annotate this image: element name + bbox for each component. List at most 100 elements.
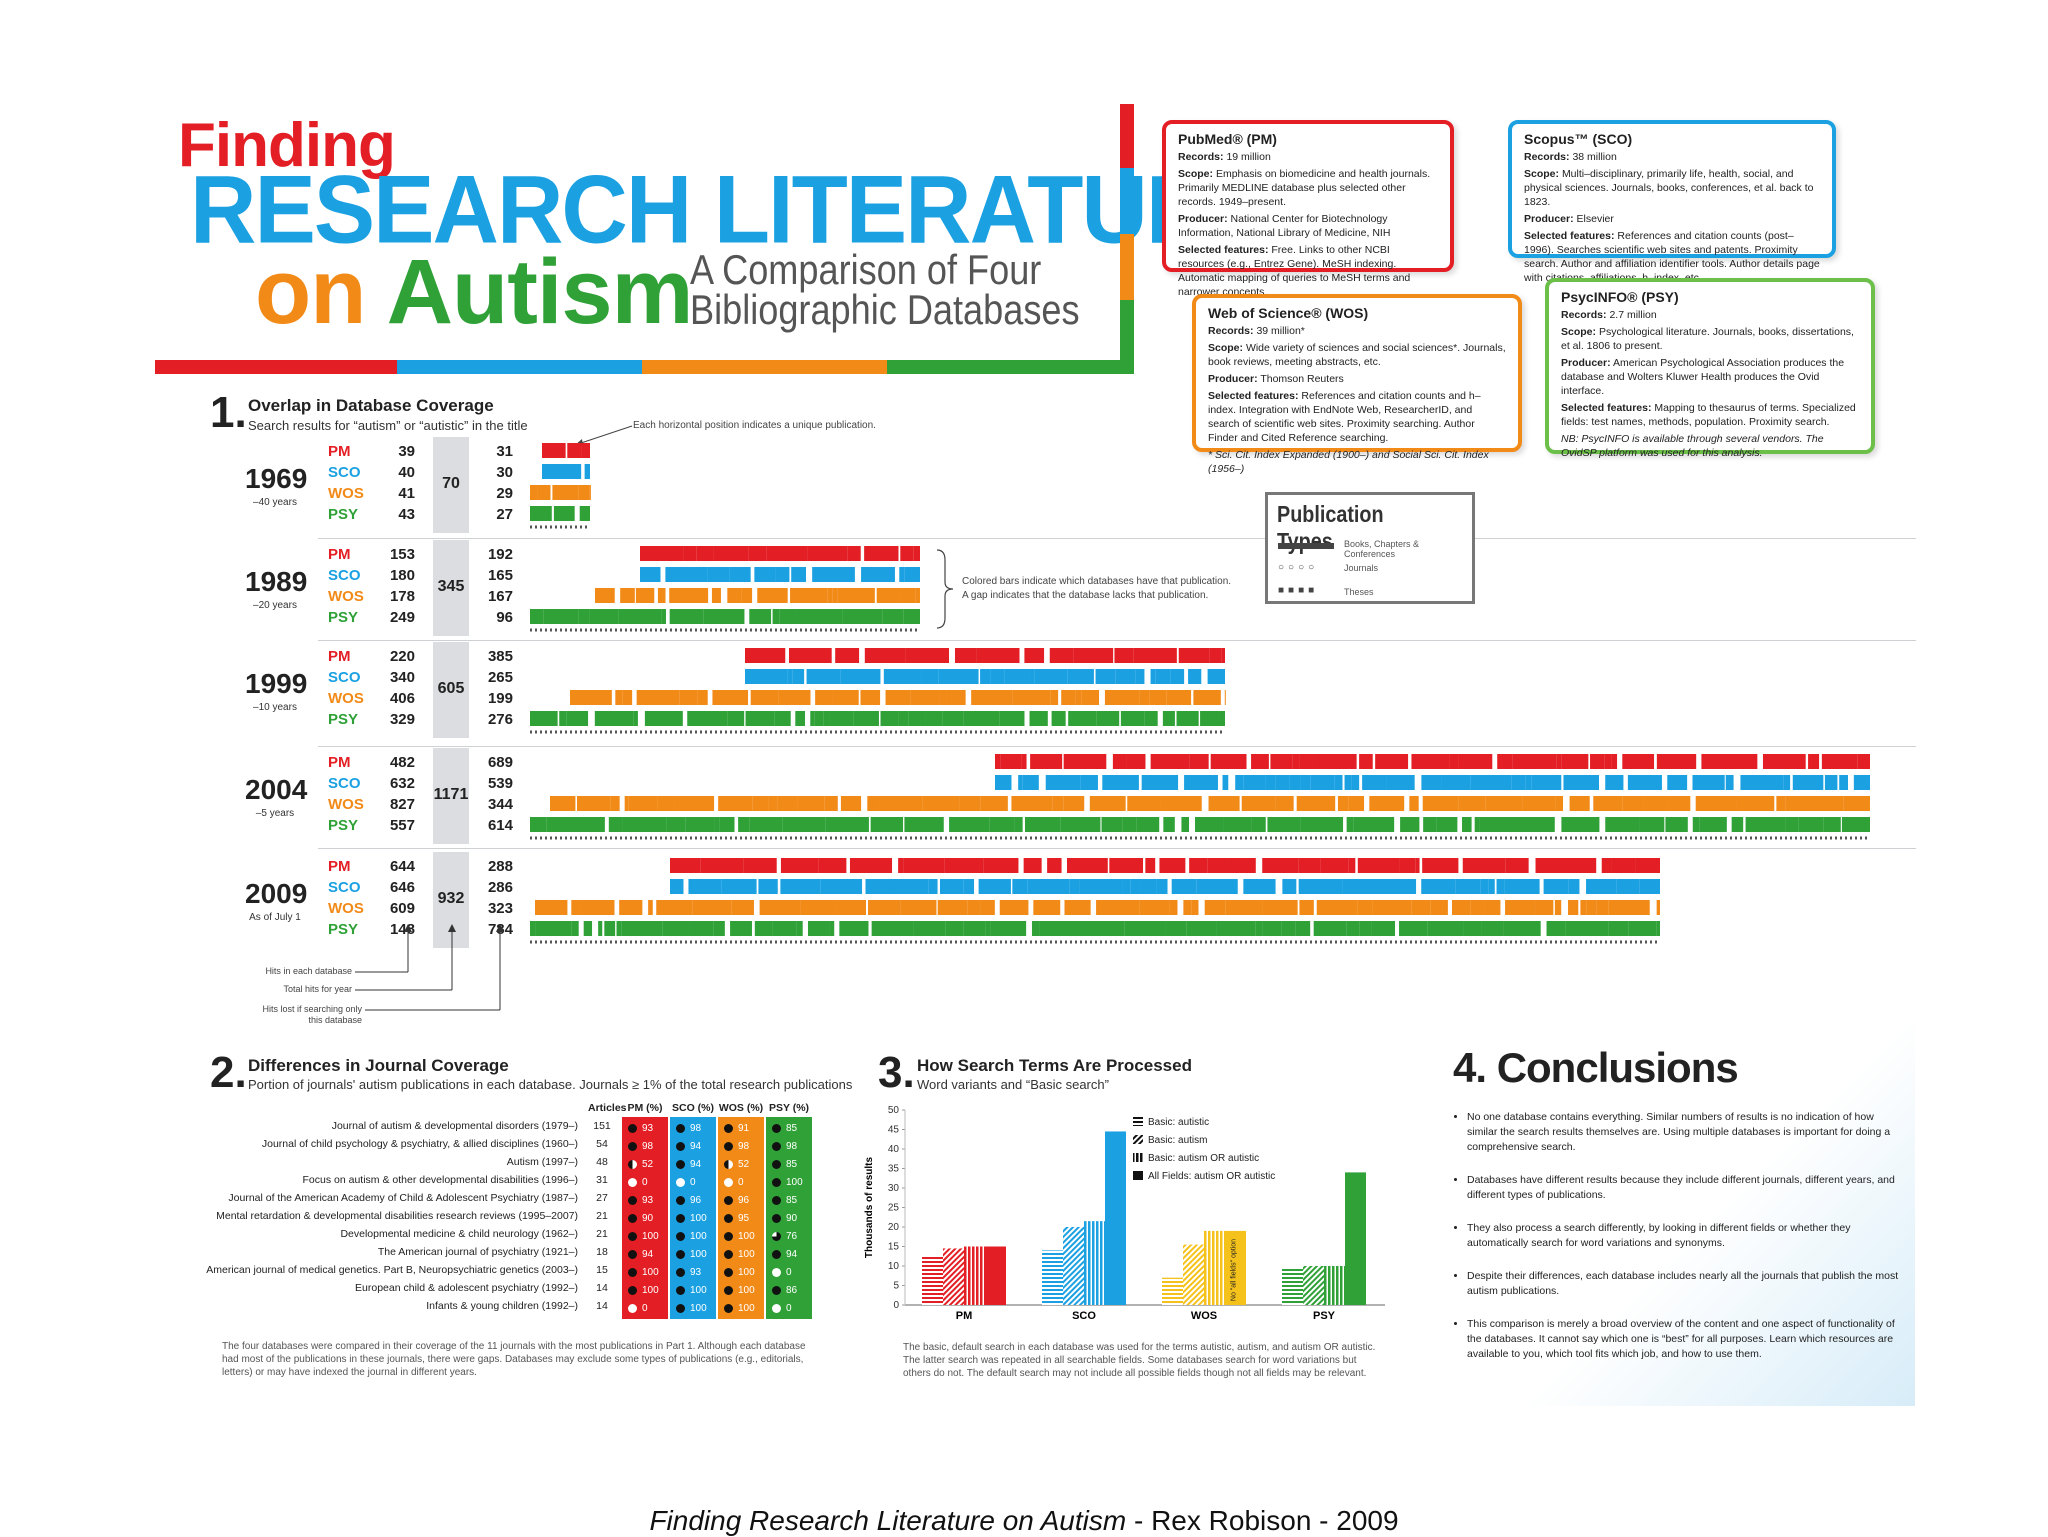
db-box-web-of-science: Web of Science® (WOS) Records: 39 millio… xyxy=(1192,294,1522,475)
overlap-segment xyxy=(1195,817,1224,832)
overlap-segment xyxy=(842,609,883,624)
overlap-segment xyxy=(1740,775,1784,790)
overlap-segment xyxy=(687,711,728,726)
features-value: References and citation counts and h–ind… xyxy=(1208,390,1481,444)
overlap-segment xyxy=(779,609,796,624)
overlap-segment xyxy=(1316,900,1358,915)
overlap-segment xyxy=(743,858,777,873)
overlap-segment xyxy=(1522,796,1556,811)
overlap-segment xyxy=(598,921,603,936)
overlap-segment xyxy=(1181,817,1190,832)
column-header: PSY (%) xyxy=(768,1102,810,1114)
legend-hits: Hits in each database xyxy=(265,966,352,976)
scope-label: Scope: xyxy=(1524,168,1560,180)
coverage-dot-icon xyxy=(676,1267,685,1277)
coverage-cell: 100 xyxy=(766,1173,812,1191)
overlap-segment xyxy=(731,900,754,915)
title-stripe-green xyxy=(887,360,1132,374)
vstripe-orange xyxy=(1120,234,1134,300)
overlap-segment xyxy=(963,711,1000,726)
overlap-segment xyxy=(1178,648,1210,663)
overlap-segment xyxy=(689,921,714,936)
overlap-segment xyxy=(1590,754,1605,769)
overlap-segment xyxy=(1857,754,1870,769)
conclusions-title: 4. Conclusions xyxy=(1453,1044,1739,1091)
db-label: WOS xyxy=(328,690,364,707)
overlap-segment xyxy=(754,921,773,936)
overlap-segment xyxy=(1313,754,1357,769)
overlap-segment xyxy=(1546,921,1566,936)
annotation-line-1: Colored bars indicate which databases ha… xyxy=(962,576,1232,587)
y-tick-label: 25 xyxy=(888,1203,900,1214)
coverage-value: 100 xyxy=(642,1266,659,1278)
overlap-segment xyxy=(1568,879,1580,894)
bar xyxy=(943,1248,964,1305)
overlap-segment xyxy=(847,546,861,561)
overlap-segment xyxy=(729,567,751,582)
legend-lost: Hits lost if searching only this databas… xyxy=(240,1004,362,1026)
overlap-segment xyxy=(1725,775,1734,790)
overlap-segment xyxy=(840,796,862,811)
overlap-segment xyxy=(1484,900,1501,915)
overlap-segment xyxy=(1359,754,1373,769)
overlap-segment xyxy=(780,879,821,894)
overlap-segment xyxy=(904,567,920,582)
overlap-segment xyxy=(1656,754,1697,769)
coverage-cell: 85 xyxy=(766,1191,812,1209)
journal-name: Autism (1997–) xyxy=(506,1156,578,1168)
coverage-value: 94 xyxy=(786,1248,798,1260)
db-scope: Scope: Wide variety of sciences and soci… xyxy=(1208,341,1506,369)
coverage-value: 91 xyxy=(738,1122,750,1134)
overlap-segment xyxy=(553,711,558,726)
overlap-segment xyxy=(971,690,1013,705)
overlap-segment xyxy=(656,900,693,915)
overlap-segment xyxy=(754,567,776,582)
overlap-segment xyxy=(763,609,772,624)
bar xyxy=(964,1246,985,1305)
overlap-segment xyxy=(1604,754,1612,769)
overlap-segment xyxy=(1082,921,1125,936)
overlap-segment xyxy=(1021,754,1027,769)
overlap-segment xyxy=(1112,754,1127,769)
overlap-segment xyxy=(1535,858,1559,873)
coverage-value: 90 xyxy=(786,1212,798,1224)
producer-value: American Psychological Association produ… xyxy=(1561,357,1845,397)
overlap-segment xyxy=(795,609,824,624)
overlap-segment xyxy=(825,817,869,832)
lost-value: 265 xyxy=(487,669,513,686)
coverage-cell: 86 xyxy=(766,1281,812,1299)
overlap-segment xyxy=(963,921,986,936)
overlap-segment xyxy=(530,506,552,521)
overlap-segment xyxy=(1436,817,1458,832)
title-subtitle: A Comparison of Four Bibliographic Datab… xyxy=(690,249,1080,331)
overlap-segment xyxy=(775,567,790,582)
overlap-segment xyxy=(741,588,753,603)
overlap-segment xyxy=(714,817,720,832)
overlap-segment xyxy=(1470,775,1512,790)
overlap-segment xyxy=(535,921,572,936)
coverage-value: 100 xyxy=(738,1248,755,1260)
journal-name: Focus on autism & other developmental di… xyxy=(302,1174,578,1186)
overlap-segment xyxy=(978,879,1011,894)
overlap-segment xyxy=(1501,754,1513,769)
overlap-segment xyxy=(885,690,911,705)
coverage-cell: 0 xyxy=(718,1173,764,1191)
coverage-value: 86 xyxy=(786,1284,798,1296)
overlap-segment xyxy=(1141,775,1179,790)
db-box-psycinfo: PsycINFO® (PSY) Records: 2.7 million Sco… xyxy=(1545,278,1875,459)
legend-label: Basic: autism OR autistic xyxy=(1148,1153,1259,1164)
scope-value: Emphasis on biomedicine and health journ… xyxy=(1178,168,1431,208)
overlap-segment xyxy=(1430,900,1443,915)
db-label: PSY xyxy=(328,609,359,626)
overlap-segment xyxy=(1611,858,1636,873)
year-separator xyxy=(318,746,1916,747)
overlap-segment xyxy=(1298,879,1343,894)
overlap-segment xyxy=(1052,796,1064,811)
overlap-segment xyxy=(711,588,721,603)
overlap-segment xyxy=(1313,921,1347,936)
overlap-segment xyxy=(1024,817,1043,832)
db-producer: Producer: National Center for Biotechnol… xyxy=(1178,212,1438,240)
overlap-segment xyxy=(1639,879,1660,894)
journal-name: Infants & young children (1992–) xyxy=(426,1300,578,1312)
overlap-segment xyxy=(890,879,929,894)
